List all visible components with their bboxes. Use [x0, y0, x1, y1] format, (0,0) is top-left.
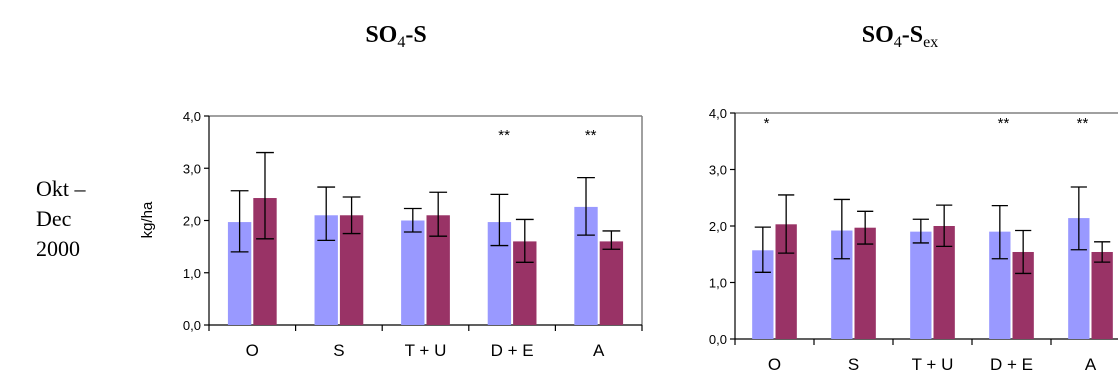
bar-series2-1	[854, 227, 876, 339]
period-label-line1: Okt –	[36, 176, 87, 201]
chart-so4-s: 0,0 1,0 2,0 3,0 4,0 kg/ha O S T + U D + E ** A **	[139, 109, 643, 360]
y-tick-label: 3,0	[709, 163, 727, 178]
x-tick-label: T + U	[912, 355, 954, 374]
x-tick-label: A	[593, 341, 605, 360]
x-tick-label: A	[1085, 355, 1097, 374]
bar-series1-2	[401, 220, 425, 325]
y-tick-label: 3,0	[183, 161, 201, 176]
significance-marker: **	[1077, 115, 1089, 132]
y-tick-label: 2,0	[709, 219, 727, 234]
significance-marker: **	[498, 127, 510, 144]
bar-series2-0	[253, 198, 277, 325]
x-tick-label: T + U	[405, 341, 447, 360]
bar-series2-4	[599, 241, 624, 325]
x-tick-label: O	[246, 341, 259, 360]
x-tick-label: D + E	[990, 355, 1033, 374]
significance-marker: *	[764, 115, 770, 132]
significance-marker: **	[998, 115, 1010, 132]
x-tick-label: D + E	[491, 341, 534, 360]
bar-series1-4	[1068, 218, 1090, 339]
period-label: Okt – Dec 2000	[36, 176, 87, 261]
bar-series1-3	[487, 222, 512, 325]
x-tick-label: S	[333, 341, 344, 360]
bar-series1-1	[831, 230, 853, 339]
bar-series1-1	[314, 215, 338, 325]
bar-series1-2	[910, 231, 932, 339]
bar-series2-4	[1091, 251, 1113, 339]
chart-so4-sex: 0,0 1,0 2,0 3,0 4,0 O * S T + U D + E ** A **	[709, 106, 1118, 374]
y-tick-label: 0,0	[709, 332, 727, 347]
x-tick-label: S	[848, 355, 859, 374]
bar-series2-2	[426, 215, 450, 325]
period-label-line2: Dec	[36, 206, 72, 231]
significance-marker: **	[585, 127, 597, 144]
y-axis-label: kg/ha	[139, 201, 156, 238]
bar-series1-4	[574, 206, 598, 325]
y-tick-label: 4,0	[183, 109, 201, 124]
y-tick-label: 1,0	[709, 276, 727, 291]
chart-title-right: SO4-Sex	[862, 22, 938, 51]
y-tick-label: 0,0	[183, 318, 201, 333]
bar-series2-2	[933, 226, 955, 339]
period-label-line3: 2000	[36, 236, 80, 261]
bar-series2-1	[339, 215, 364, 325]
y-tick-label: 2,0	[183, 214, 201, 229]
y-tick-label: 1,0	[183, 266, 201, 281]
x-tick-label: O	[768, 355, 781, 374]
y-tick-label: 4,0	[709, 106, 727, 121]
chart-title-left: SO4-S	[365, 22, 426, 51]
bar-series1-0	[227, 222, 252, 325]
